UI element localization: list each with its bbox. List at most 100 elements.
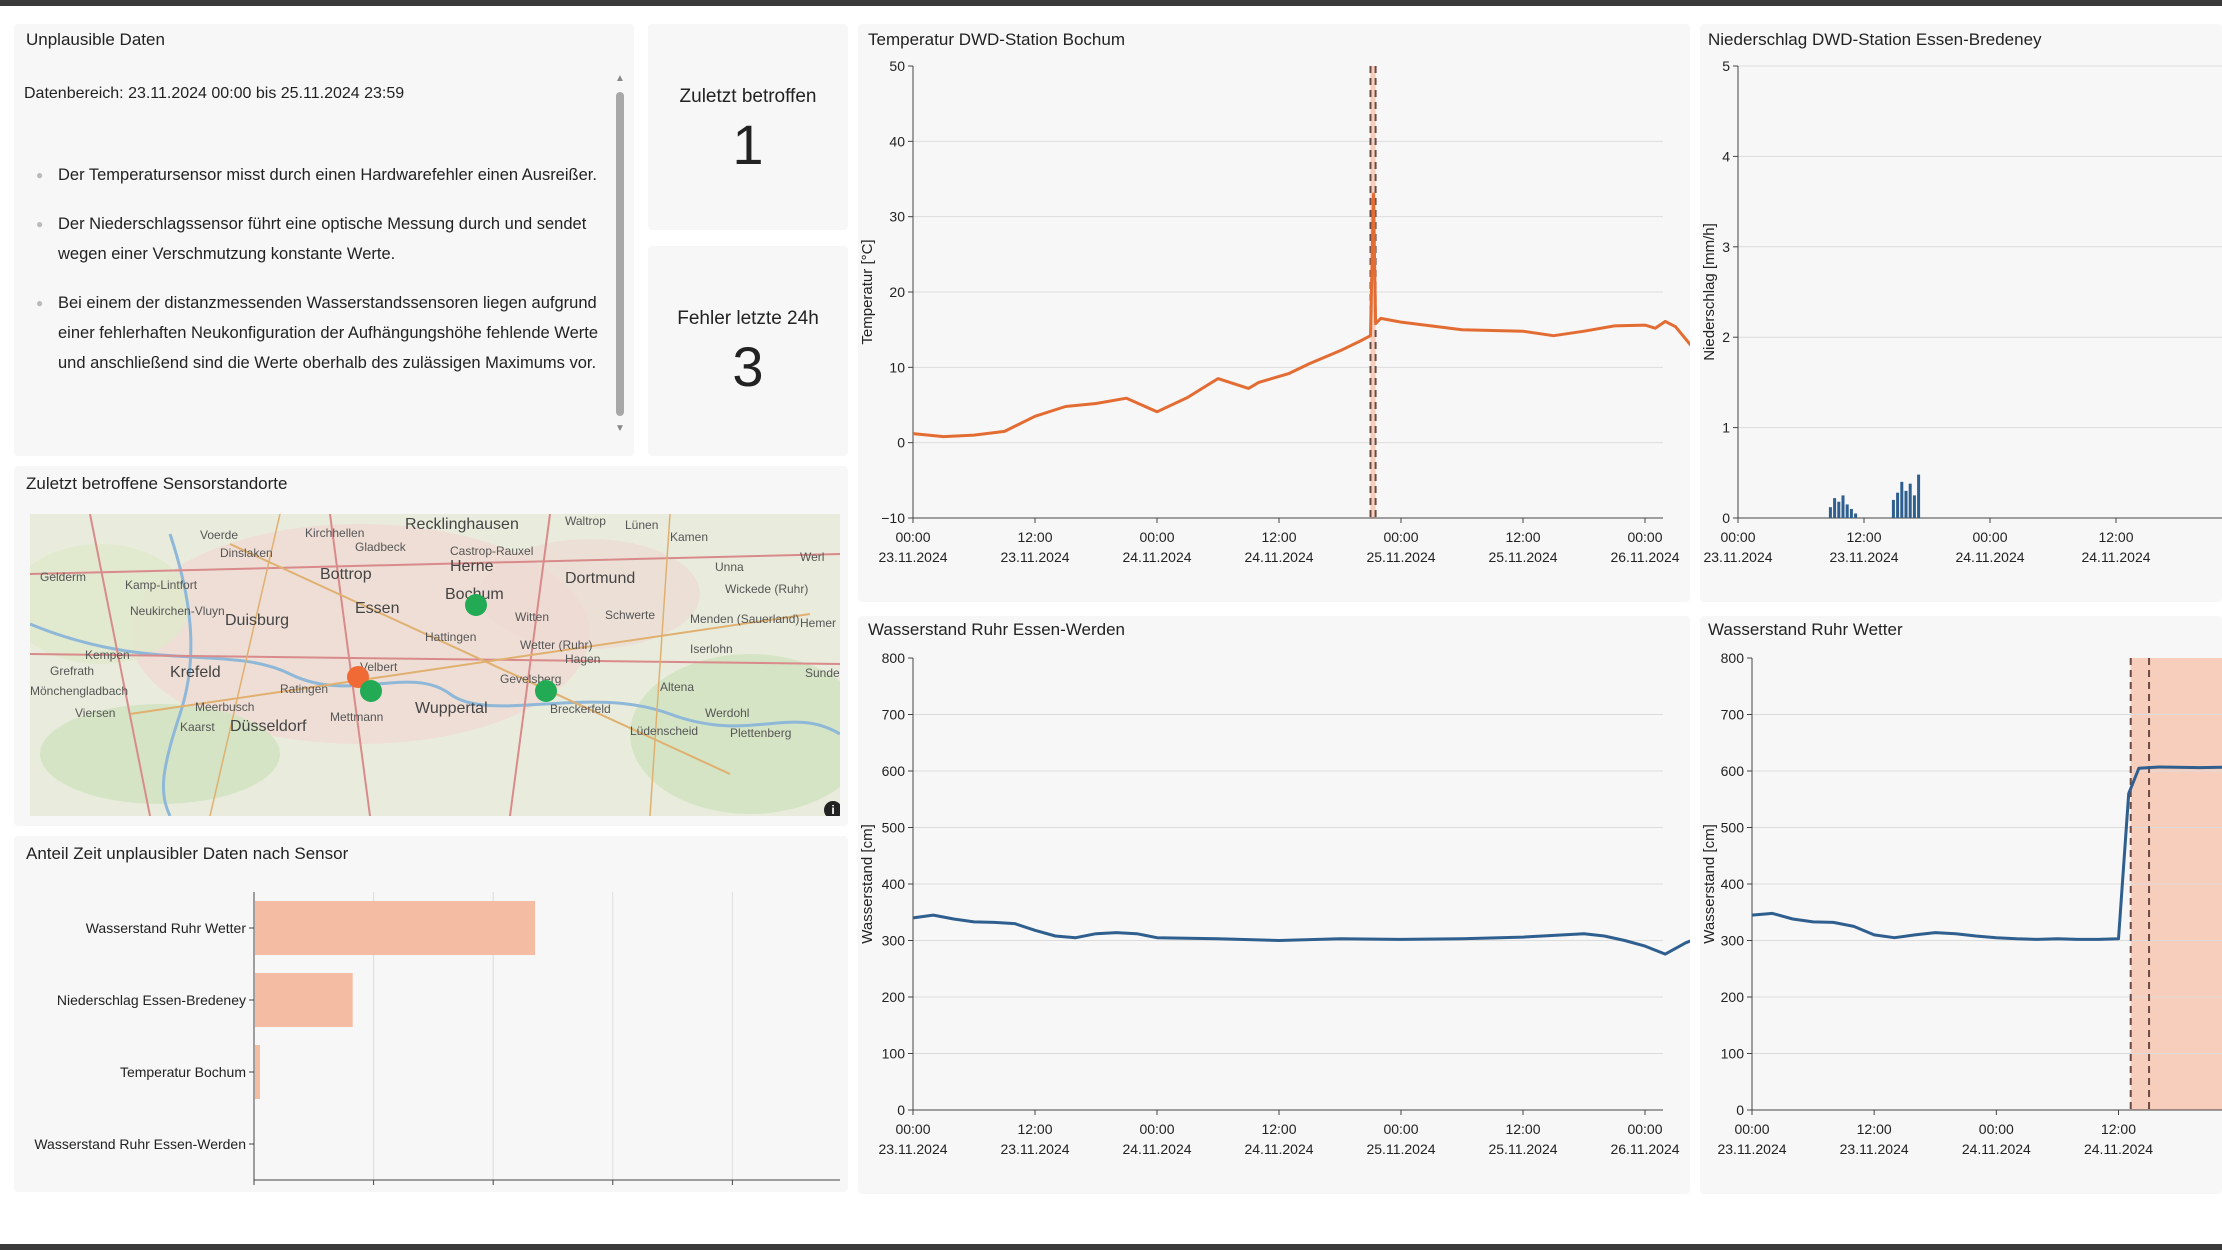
x-tick-time: 12:00 bbox=[2101, 1121, 2136, 1137]
scroll-down-icon[interactable]: ▼ bbox=[615, 423, 625, 434]
map-place-label: Meerbusch bbox=[195, 700, 255, 714]
map-place-label: Lüdenscheid bbox=[630, 724, 699, 738]
map[interactable]: Recklinghausen Waltrop Lünen Kamen Voerde Kir… bbox=[30, 514, 840, 816]
scrollbar-thumb[interactable] bbox=[616, 92, 624, 416]
x-tick-date: 24.11.2024 bbox=[1122, 549, 1191, 565]
x-tick-time: 00:00 bbox=[1627, 529, 1662, 545]
y-axis-label: Temperatur [°C] bbox=[859, 239, 876, 344]
x-tick-date: 24.11.2024 bbox=[1122, 1141, 1191, 1157]
rain-bar bbox=[1854, 513, 1858, 518]
y-tick-label: 3 bbox=[1722, 239, 1730, 255]
y-tick-label: 40 bbox=[889, 133, 905, 149]
map-place-label: Gladbeck bbox=[355, 540, 406, 554]
bar-chart-title: Anteil Zeit unplausibler Daten nach Sens… bbox=[26, 844, 349, 863]
y-tick-label: 600 bbox=[882, 763, 906, 779]
y-tick-label: 200 bbox=[1721, 989, 1745, 1005]
rain-bar bbox=[1828, 507, 1832, 518]
x-tick-time: 12:00 bbox=[1261, 529, 1296, 545]
kpi-value: 1 bbox=[732, 113, 764, 176]
x-tick-time: 00:00 bbox=[895, 529, 930, 545]
rain-bar bbox=[1849, 508, 1853, 518]
bottom-border bbox=[0, 1244, 2222, 1250]
map-place-label: Hemer bbox=[800, 616, 837, 630]
map-place-label: Werl bbox=[800, 550, 825, 564]
x-tick-label: 0.2 bbox=[364, 1191, 384, 1192]
map-place-label: Neukirchen-Vluyn bbox=[130, 604, 225, 618]
y-axis-label: Wasserstand [cm] bbox=[1701, 824, 1718, 943]
map-place-label: Kamen bbox=[670, 530, 709, 544]
issue-text: Der Temperatursensor misst durch einen H… bbox=[58, 166, 597, 184]
y-tick-label: 700 bbox=[882, 707, 906, 723]
y-tick-label: 30 bbox=[889, 209, 905, 225]
rain-bar bbox=[1904, 490, 1908, 518]
sensor-marker-ok[interactable] bbox=[465, 594, 487, 616]
y-axis-label: Wasserstand [cm] bbox=[859, 824, 876, 943]
map-place-label: Dinslaken bbox=[220, 546, 273, 560]
map-place-label: Altena bbox=[660, 680, 695, 694]
map-info-icon[interactable]: i bbox=[824, 801, 840, 816]
y-tick-label: 400 bbox=[1721, 876, 1745, 892]
map-place-label: Waltrop bbox=[565, 514, 606, 528]
map-place-label: Viersen bbox=[75, 706, 116, 720]
y-tick-label: 400 bbox=[882, 876, 906, 892]
x-tick-time: 00:00 bbox=[895, 1121, 930, 1137]
x-tick-date: 24.11.2024 bbox=[1962, 1141, 2031, 1157]
x-tick-date: 24.11.2024 bbox=[1955, 549, 2024, 565]
y-tick-label: 0 bbox=[897, 435, 905, 451]
temperature-title: Temperatur DWD-Station Bochum bbox=[868, 30, 1125, 49]
kpi-last-affected: Zuletzt betroffen 1 bbox=[648, 24, 848, 230]
bar bbox=[255, 1045, 260, 1099]
waterlevel-wetter-panel: Wasserstand Ruhr Wetter 800 700 600 500 400 3… bbox=[1700, 616, 2222, 1194]
y-tick-label: 500 bbox=[1721, 820, 1745, 836]
x-tick-time: 12:00 bbox=[2098, 529, 2133, 545]
temperature-panel: Temperatur DWD-Station Bochum 50 40 30 20 10… bbox=[858, 24, 1690, 602]
temperature-chart: 50 40 30 20 10 0 −10 Temperatur [°C] 00:00 23.11.… bbox=[859, 58, 1690, 565]
x-tick-time: 00:00 bbox=[1734, 1121, 1769, 1137]
waterlevel-werden-panel: Wasserstand Ruhr Essen-Werden 800 700 600 5… bbox=[858, 616, 1690, 1194]
date-range-text: Datenbereich: 23.11.2024 00:00 bis 25.11… bbox=[24, 85, 405, 102]
map-place-label: Lünen bbox=[625, 518, 659, 532]
x-tick-date: 25.11.2024 bbox=[1366, 1141, 1435, 1157]
y-tick-label: 5 bbox=[1722, 58, 1730, 74]
y-tick-label: 300 bbox=[882, 933, 906, 949]
map-place-label: Grefrath bbox=[50, 664, 95, 678]
map-place-label: Kamp-Lintfort bbox=[125, 578, 198, 592]
rain-panel: Niederschlag DWD-Station Essen-Bredeney … bbox=[1700, 24, 2222, 602]
map-place-label: Recklinghausen bbox=[405, 516, 519, 533]
scroll-up-icon[interactable]: ▲ bbox=[615, 73, 625, 84]
waterlevel-wetter-title: Wasserstand Ruhr Wetter bbox=[1708, 620, 1903, 639]
map-place-label: Herne bbox=[450, 558, 494, 575]
sensor-marker-ok[interactable] bbox=[535, 680, 557, 702]
scrollbar[interactable]: ▲ ▼ bbox=[615, 74, 625, 434]
map-place-label: Hattingen bbox=[425, 630, 477, 644]
waterlevel-werden-chart: 800 700 600 500 400 300 200 100 0 Wasserstand [cm… bbox=[859, 650, 1690, 1157]
map-place-label: Mönchengladbach bbox=[30, 684, 129, 698]
x-tick-date: 24.11.2024 bbox=[1244, 549, 1313, 565]
waterlevel-wetter-chart: 800 700 600 500 400 300 200 100 0 Wasserstand [cm… bbox=[1701, 650, 2222, 1157]
x-tick-time: 00:00 bbox=[1972, 529, 2007, 545]
y-tick-label: −10 bbox=[881, 510, 905, 526]
rain-bar bbox=[1917, 474, 1921, 518]
map-place-label: Krefeld bbox=[170, 664, 221, 681]
y-tick-label: 200 bbox=[882, 989, 906, 1005]
x-tick-date: 23.11.2024 bbox=[1000, 549, 1069, 565]
issue-text: Der Niederschlagssensor führt eine optis… bbox=[58, 215, 587, 263]
x-tick-time: 00:00 bbox=[1979, 1121, 2014, 1137]
rain-bar bbox=[1833, 498, 1837, 518]
issue-text: Bei einem der distanzmessenden Wassersta… bbox=[58, 294, 599, 372]
x-tick-time: 00:00 bbox=[1383, 1121, 1418, 1137]
map-panel: Zuletzt betroffene Sensorstandorte Reckl… bbox=[14, 466, 848, 826]
y-tick-label: 0 bbox=[1722, 510, 1730, 526]
x-tick-time: 12:00 bbox=[1017, 529, 1052, 545]
info-panel-title: Unplausible Daten bbox=[26, 30, 165, 49]
sensor-marker-ok[interactable] bbox=[360, 680, 382, 702]
map-place-label: Hagen bbox=[565, 652, 601, 666]
x-tick-date: 23.11.2024 bbox=[1840, 1141, 1909, 1157]
x-tick-time: 12:00 bbox=[1017, 1121, 1052, 1137]
y-tick-label: Wasserstand Ruhr Essen-Werden bbox=[34, 1136, 246, 1152]
rain-bar bbox=[1845, 504, 1849, 518]
map-place-label: Dortmund bbox=[565, 570, 636, 587]
x-tick-date: 24.11.2024 bbox=[2081, 549, 2150, 565]
map-place-label: Gelderm bbox=[40, 570, 87, 584]
x-tick-date: 25.11.2024 bbox=[1366, 549, 1435, 565]
